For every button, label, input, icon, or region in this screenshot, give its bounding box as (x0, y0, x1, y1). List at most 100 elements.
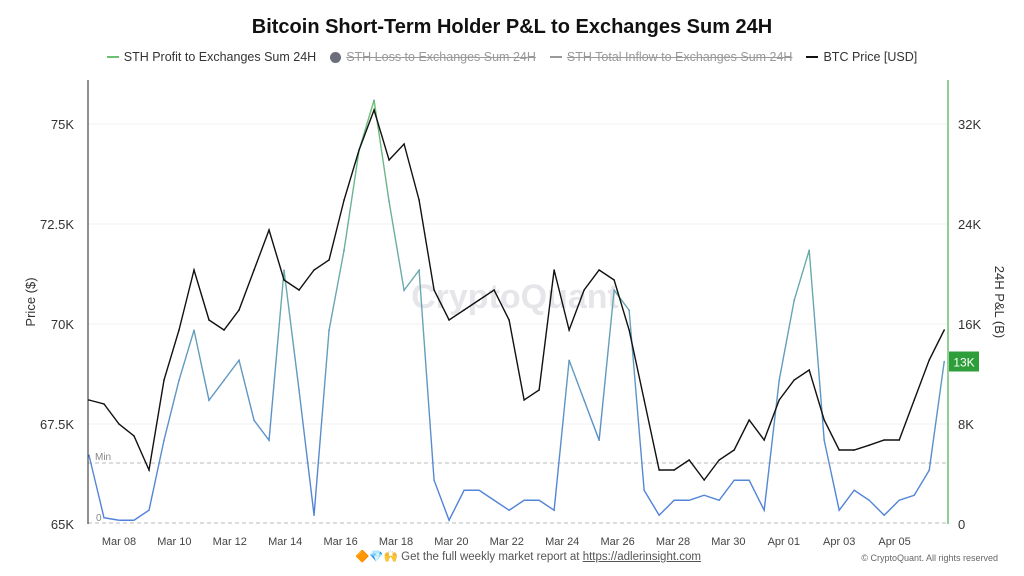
legend-label: STH Profit to Exchanges Sum 24H (123, 50, 317, 64)
data-point-sth-profit (718, 499, 720, 502)
data-point-btc-price (928, 359, 931, 361)
data-point-sth-profit (568, 359, 570, 362)
data-point-btc-price (703, 479, 705, 481)
data-point-sth-profit (463, 489, 465, 492)
data-point-btc-price (388, 159, 390, 161)
data-point-btc-price (658, 469, 660, 471)
legend-swatch (330, 51, 342, 63)
data-point-sth-profit (343, 249, 345, 252)
x-tick-label: Mar 10 (157, 536, 191, 548)
y-right-tick-label: 24K (958, 217, 981, 232)
x-tick-label: Apr 01 (768, 536, 800, 548)
data-point-sth-profit (898, 499, 901, 502)
y-left-tick-label: 67.5K (40, 417, 74, 432)
current-value-badge (949, 351, 979, 372)
data-point-btc-price (688, 459, 690, 461)
data-point-sth-profit (88, 454, 90, 457)
x-tick-label: Mar 12 (213, 536, 247, 548)
data-point-sth-profit (103, 516, 105, 519)
data-point-btc-price (553, 269, 555, 271)
footer-text: Get the full weekly market report at (401, 551, 580, 563)
data-point-sth-profit (883, 514, 886, 517)
x-tick-label: Mar 24 (545, 536, 579, 548)
current-value-label: 13K (953, 356, 974, 370)
x-tick-label: Apr 05 (878, 536, 910, 548)
data-point-sth-profit (163, 439, 165, 442)
data-point-btc-price (208, 319, 210, 321)
data-point-sth-profit (538, 499, 540, 502)
footer-link[interactable]: https://adlerinsight.com (582, 551, 701, 563)
data-point-btc-price (568, 329, 570, 331)
data-point-btc-price (283, 279, 285, 281)
data-point-btc-price (223, 329, 225, 331)
data-point-sth-profit (913, 494, 916, 497)
legend-item-btc-price[interactable]: BTC Price [USD] (806, 50, 917, 64)
data-point-btc-price (763, 439, 765, 441)
copyright: © CryptoQuant. All rights reserved (861, 553, 998, 563)
watermark: CryptoQuant (411, 278, 619, 316)
data-point-btc-price (943, 329, 946, 331)
data-point-sth-profit (328, 329, 330, 332)
data-point-btc-price (493, 289, 495, 291)
data-point-sth-profit (178, 379, 180, 382)
data-point-btc-price (478, 299, 480, 301)
data-point-btc-price (313, 269, 315, 271)
data-point-sth-profit (148, 509, 150, 512)
x-tick-label: Mar 30 (711, 536, 745, 548)
data-point-btc-price (523, 399, 525, 401)
zero-label: 0 (96, 513, 102, 524)
data-point-btc-price (868, 444, 871, 447)
data-point-sth-profit (748, 479, 750, 482)
data-point-sth-profit (778, 379, 780, 382)
data-point-sth-profit (733, 479, 735, 482)
y-left-tick-label: 72.5K (40, 217, 74, 232)
data-point-sth-profit (703, 494, 705, 497)
x-tick-label: Mar 14 (268, 536, 302, 548)
data-point-sth-profit (928, 469, 931, 472)
chart-title: Bitcoin Short-Term Holder P&L to Exchang… (251, 16, 773, 38)
data-point-btc-price (298, 289, 300, 291)
legend-swatch (549, 56, 562, 58)
y-left-tick-label: 65K (51, 517, 74, 532)
legend-item-sth-total-inflow[interactable]: STH Total Inflow to Exchanges Sum 24H (549, 50, 793, 64)
y-right-tick-label: 0 (958, 517, 965, 532)
data-point-sth-profit (223, 379, 225, 382)
legend-item-sth-profit[interactable]: STH Profit to Exchanges Sum 24H (106, 50, 317, 64)
data-point-btc-price (253, 269, 255, 271)
data-point-btc-price (268, 229, 270, 231)
series-line-btc-price (88, 107, 945, 482)
data-point-btc-price (598, 269, 600, 271)
footer-emojis: 🔶💎🙌 (355, 551, 398, 563)
data-point-sth-profit (283, 269, 285, 272)
data-point-sth-profit (628, 309, 630, 312)
data-point-sth-profit (193, 329, 195, 332)
data-point-btc-price (193, 269, 195, 271)
legend-label: BTC Price [USD] (823, 50, 918, 64)
data-point-sth-profit (313, 514, 315, 517)
data-point-sth-profit (268, 439, 270, 442)
data-point-btc-price (613, 279, 615, 281)
data-point-btc-price (538, 389, 540, 391)
x-tick-label: Mar 08 (102, 536, 136, 548)
data-point-btc-price (418, 199, 420, 201)
x-tick-label: Mar 16 (323, 536, 357, 548)
data-point-btc-price (823, 419, 825, 421)
data-point-sth-profit (643, 489, 645, 492)
data-point-btc-price (853, 449, 856, 451)
data-point-btc-price (673, 469, 675, 471)
data-point-sth-profit (478, 489, 480, 492)
data-point-sth-profit (943, 360, 946, 363)
data-point-btc-price (448, 319, 450, 321)
legend-swatch (106, 56, 119, 58)
data-point-sth-profit (853, 489, 856, 492)
data-point-sth-profit (583, 399, 585, 402)
data-point-btc-price (883, 439, 886, 441)
data-point-sth-profit (373, 99, 375, 102)
data-point-sth-profit (418, 269, 420, 272)
legend-item-sth-loss[interactable]: STH Loss to Exchanges Sum 24H (330, 50, 536, 64)
data-point-btc-price (718, 459, 720, 461)
legend-label: STH Loss to Exchanges Sum 24H (346, 50, 536, 64)
data-point-btc-price (343, 199, 345, 201)
legend-label: STH Total Inflow to Exchanges Sum 24H (566, 50, 793, 64)
